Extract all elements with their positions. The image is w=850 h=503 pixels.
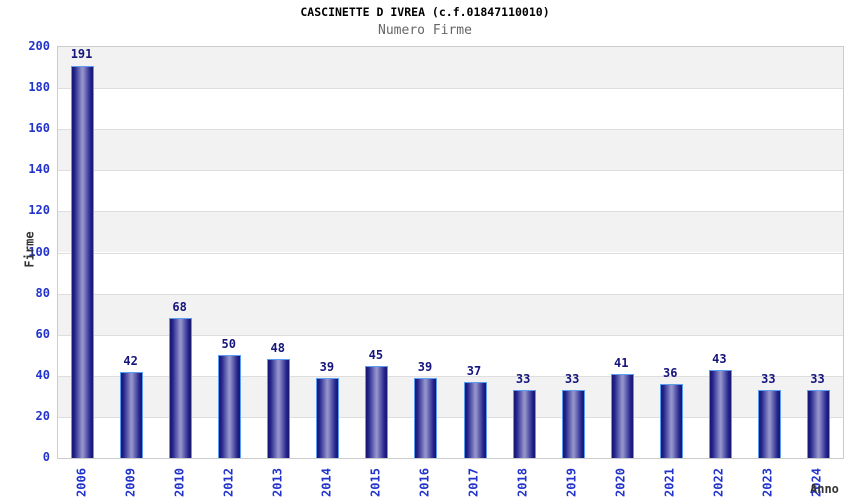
bar-value-2016: 39 xyxy=(417,359,433,374)
plot-band xyxy=(58,211,843,253)
x-tick-2016: 2016 xyxy=(417,468,432,497)
bar-2010 xyxy=(169,318,193,458)
gridline-180 xyxy=(58,88,843,90)
bar-2015 xyxy=(365,365,389,458)
bar-2009 xyxy=(120,371,144,458)
bar-2017 xyxy=(463,381,487,458)
gridline-160 xyxy=(58,129,843,131)
gridline-60 xyxy=(58,334,843,336)
bar-value-2024: 33 xyxy=(810,372,825,387)
y-tick-0: 0 xyxy=(42,450,50,464)
x-tick-2018: 2018 xyxy=(515,468,530,497)
gridline-100 xyxy=(58,252,843,254)
bar-value-2018: 33 xyxy=(515,372,531,387)
y-tick-40: 40 xyxy=(35,367,50,382)
gridline-120 xyxy=(58,211,843,213)
bar-value-2015: 45 xyxy=(368,347,384,362)
bar-value-2010: 68 xyxy=(172,300,187,315)
x-tick-2023: 2023 xyxy=(760,468,775,497)
plot-band xyxy=(58,252,843,294)
x-tick-2006: 2006 xyxy=(74,468,89,497)
bar-value-2009: 42 xyxy=(123,353,138,368)
bar-2012 xyxy=(218,355,242,458)
y-tick-100: 100 xyxy=(28,244,50,259)
gridline-20 xyxy=(58,416,843,418)
bar-2018 xyxy=(512,390,536,458)
bar-value-2012: 50 xyxy=(221,337,236,352)
y-tick-120: 120 xyxy=(28,203,50,218)
bar-value-2022: 43 xyxy=(712,351,727,366)
bar-value-2020: 41 xyxy=(613,355,629,370)
y-axis-title: Firme xyxy=(22,231,37,268)
bar-2006 xyxy=(71,65,95,458)
bar-value-2023: 33 xyxy=(761,372,776,387)
plot-band xyxy=(58,170,843,212)
bar-value-2019: 33 xyxy=(564,372,580,387)
y-tick-20: 20 xyxy=(35,408,50,423)
bar-2019 xyxy=(561,390,585,458)
plot-area xyxy=(57,46,844,459)
x-tick-2022: 2022 xyxy=(711,468,726,497)
x-axis-title: Anno xyxy=(810,482,839,496)
plot-band xyxy=(58,88,843,130)
x-tick-2015: 2015 xyxy=(368,468,383,497)
gridline-40 xyxy=(58,375,843,377)
chart-subtitle: Numero Firme xyxy=(378,23,472,38)
y-tick-140: 140 xyxy=(28,162,50,177)
x-tick-2014: 2014 xyxy=(319,468,334,497)
x-tick-2012: 2012 xyxy=(221,468,236,497)
bar-value-2014: 39 xyxy=(319,359,335,374)
y-tick-200: 200 xyxy=(28,39,50,53)
bar-2024 xyxy=(806,390,830,458)
x-tick-2010: 2010 xyxy=(172,468,187,497)
y-tick-160: 160 xyxy=(28,121,50,136)
bar-value-2006: 191 xyxy=(70,47,93,62)
gridline-140 xyxy=(58,170,843,172)
bar-2014 xyxy=(316,377,340,458)
bar-value-2013: 48 xyxy=(270,341,285,356)
y-tick-180: 180 xyxy=(28,80,50,95)
bar-value-2021: 36 xyxy=(663,366,678,381)
x-tick-2009: 2009 xyxy=(123,468,138,497)
x-tick-2013: 2013 xyxy=(270,468,285,497)
bar-2022 xyxy=(708,369,732,458)
bar-2020 xyxy=(610,373,634,458)
bar-2016 xyxy=(414,377,438,458)
x-tick-2020: 2020 xyxy=(613,468,628,497)
bar-value-2017: 37 xyxy=(466,363,482,378)
bar-2021 xyxy=(659,384,683,458)
plot-band xyxy=(58,129,843,171)
plot-band xyxy=(58,47,843,89)
y-tick-60: 60 xyxy=(35,326,50,341)
y-tick-80: 80 xyxy=(35,285,50,300)
gridline-80 xyxy=(58,293,843,295)
chart-title: CASCINETTE D IVREA (c.f.01847110010) xyxy=(300,5,550,19)
x-tick-2021: 2021 xyxy=(662,468,677,497)
bar-2023 xyxy=(757,390,781,458)
bar-2013 xyxy=(267,359,291,458)
x-tick-2019: 2019 xyxy=(564,468,579,497)
x-tick-2017: 2017 xyxy=(466,468,481,497)
